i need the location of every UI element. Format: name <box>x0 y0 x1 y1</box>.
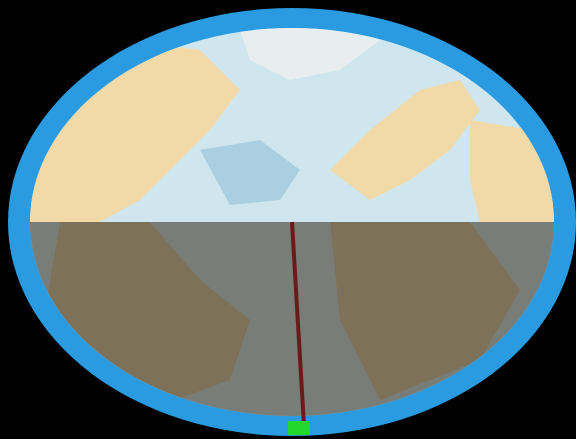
bearing-line <box>290 221 306 427</box>
land <box>330 80 480 200</box>
marker <box>288 421 310 435</box>
land <box>240 28 380 80</box>
shallows <box>200 140 300 205</box>
